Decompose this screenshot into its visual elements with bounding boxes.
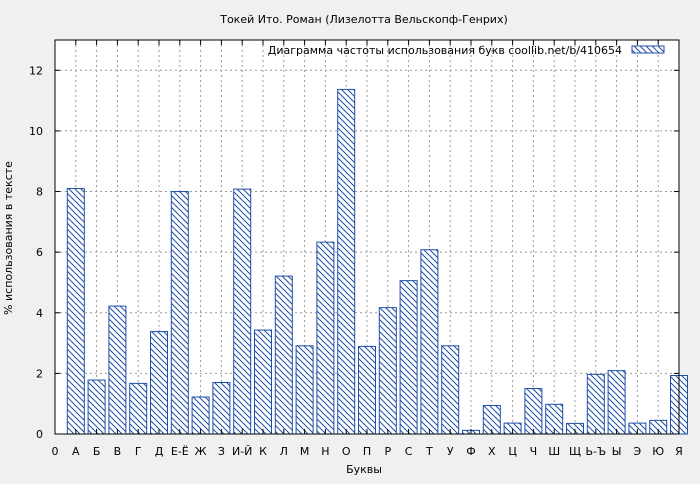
x-tick-label: Д [155, 445, 164, 458]
bar-series [66, 88, 688, 435]
y-tick-label: 12 [29, 64, 43, 77]
x-tick-label: А [72, 445, 80, 458]
bar-6 [170, 191, 189, 435]
bar-13 [316, 241, 335, 435]
x-tick-label: С [405, 445, 413, 458]
legend: Диаграмма частоты использования букв coo… [268, 44, 665, 57]
y-tick-label: 2 [36, 367, 43, 380]
bar-26 [586, 373, 605, 435]
bar-9 [233, 188, 252, 435]
bar-2 [87, 379, 106, 435]
bar-10 [254, 329, 272, 435]
bar-8 [212, 381, 231, 435]
x-tick-label: П [363, 445, 371, 458]
x-tick-label: Ь-Ъ [585, 445, 606, 458]
bar-5 [150, 331, 168, 435]
x-tick-label: 0 [52, 445, 59, 458]
x-tick-label: Ш [548, 445, 560, 458]
y-tick-label: 0 [36, 428, 43, 441]
x-tick-label: Ы [612, 445, 622, 458]
x-tick-label: В [114, 445, 122, 458]
bar-7 [191, 396, 210, 435]
y-ticks: 0 2 4 6 8 10 12 [29, 64, 679, 441]
x-tick-label: Б [93, 445, 101, 458]
bar-16 [378, 307, 397, 435]
legend-label: Диаграмма частоты использования букв coo… [268, 44, 622, 57]
y-tick-label: 6 [36, 246, 43, 259]
y-tick-label: 4 [36, 307, 43, 320]
bar-4 [129, 382, 148, 435]
bar-18 [420, 249, 439, 435]
x-tick-label: Ж [195, 445, 207, 458]
x-tick-label: Ц [508, 445, 517, 458]
bar-14 [337, 88, 356, 435]
x-tick-label: Л [280, 445, 288, 458]
x-tick-label: Ч [530, 445, 538, 458]
x-ticks: 0 А Б В Г Д Е-Ё Ж З И-Й К Л М Н О П Р С Т У Ф Х Ц Ч Ш Щ Ь-Ъ Ы Э Ю Я [52, 40, 683, 458]
x-tick-label: Ф [466, 445, 475, 458]
bar-27 [607, 370, 626, 435]
x-tick-label: Х [488, 445, 496, 458]
x-tick-label: М [300, 445, 310, 458]
x-tick-label: Я [675, 445, 683, 458]
bar-1 [66, 188, 85, 435]
x-tick-label: Щ [569, 445, 581, 458]
x-tick-label: Н [321, 445, 329, 458]
x-tick-label: Ю [652, 445, 664, 458]
bar-12 [295, 345, 314, 435]
x-tick-label: З [218, 445, 225, 458]
bar-19 [441, 345, 460, 435]
x-tick-label: У [447, 445, 454, 458]
grid-lines [55, 40, 680, 434]
x-tick-label: Е-Ё [171, 445, 189, 458]
y-tick-label: 10 [29, 125, 43, 138]
x-tick-label: Р [384, 445, 391, 458]
x-tick-label: Г [135, 445, 142, 458]
x-tick-label: И-Й [232, 445, 252, 458]
legend-swatch [631, 45, 665, 54]
bar-23 [524, 388, 543, 435]
chart-title: Токей Ито. Роман (Лизелотта Вельскопф-Ге… [219, 13, 508, 26]
bar-11 [274, 275, 293, 435]
x-axis-label: Буквы [346, 463, 382, 476]
y-axis-label: % использования в тексте [2, 161, 15, 315]
x-tick-label: К [259, 445, 267, 458]
x-tick-label: Т [425, 445, 433, 458]
bar-15 [358, 345, 376, 435]
y-tick-label: 8 [36, 186, 43, 199]
bar-17 [399, 280, 418, 435]
x-tick-label: О [342, 445, 351, 458]
x-tick-label: Э [634, 445, 642, 458]
bar-3 [108, 305, 127, 435]
